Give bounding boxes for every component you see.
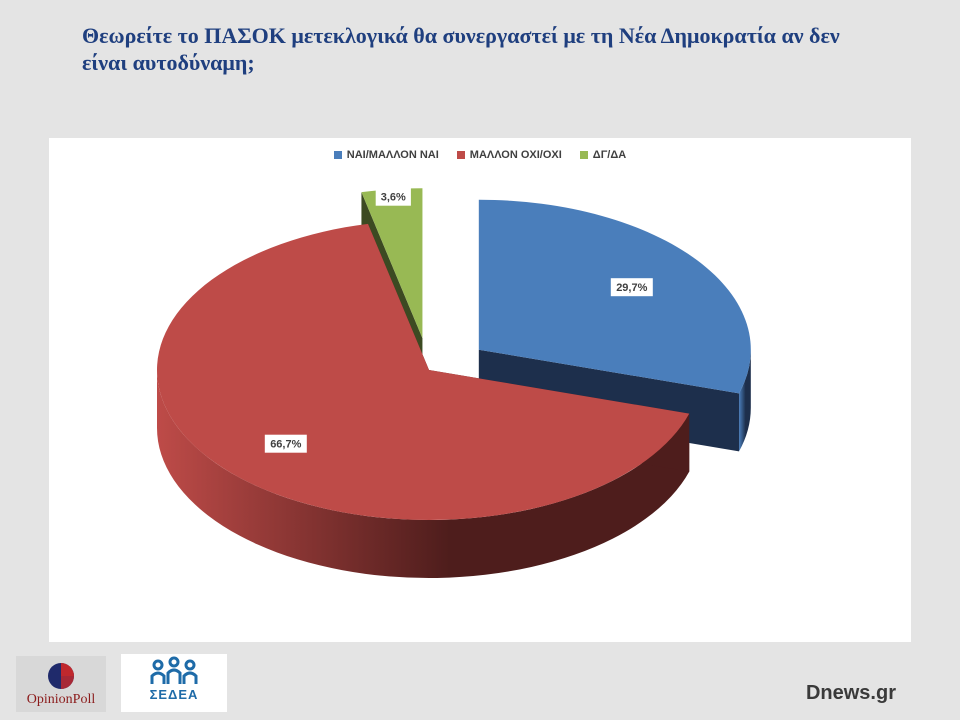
data-label-text-no: 66,7% xyxy=(270,439,301,451)
pie-chart-svg: 29,7% 66,7% 3,6% xyxy=(157,187,751,579)
legend-label-no: ΜΑΛΛΟΝ ΟΧΙ/ΟΧΙ xyxy=(469,149,562,161)
legend-item-dk: ΔΓ/ΔΑ xyxy=(579,149,627,161)
legend-swatch-dk xyxy=(579,151,588,159)
data-label-dk: 3,6% xyxy=(375,187,411,206)
data-label-box-yes xyxy=(610,278,653,297)
data-label-text-yes: 29,7% xyxy=(616,282,647,294)
chart-question-title: Θεωρείτε το ΠΑΣΟΚ μετεκλογικά θα συνεργα… xyxy=(82,23,840,75)
data-label-box-dk xyxy=(375,187,411,206)
opinionpoll-logo: OpinionPoll xyxy=(16,656,106,712)
chart-legend: ΝΑΙ/ΜΑΛΛΟΝ ΝΑΙ ΜΑΛΛΟΝ ΟΧΙ/ΟΧΙ ΔΓ/ΔΑ xyxy=(49,149,911,161)
legend-label-yes: ΝΑΙ/ΜΑΛΛΟΝ ΝΑΙ xyxy=(346,149,439,161)
legend-swatch-yes xyxy=(333,151,342,159)
opinionpoll-logo-text: OpinionPoll xyxy=(26,692,96,707)
pie-chart-panel: ΝΑΙ/ΜΑΛΛΟΝ ΝΑΙ ΜΑΛΛΟΝ ΟΧΙ/ΟΧΙ ΔΓ/ΔΑ 29,7… xyxy=(49,138,911,642)
sedea-people-icon xyxy=(150,656,198,684)
pie-slice-side-no xyxy=(157,370,690,579)
source-label: Dnews.gr xyxy=(805,682,896,704)
pie-slice-yes xyxy=(478,199,751,394)
data-label-box-no xyxy=(264,434,307,453)
data-label-no: 66,7% xyxy=(264,434,307,453)
legend-swatch-no xyxy=(456,151,465,159)
pie-slice-side-yes xyxy=(739,349,751,452)
legend-label-dk: ΔΓ/ΔΑ xyxy=(592,149,627,161)
opinionpoll-circle-icon xyxy=(48,663,74,689)
data-label-text-dk: 3,6% xyxy=(381,192,406,204)
sedea-logo: ΣΕΔΕΑ xyxy=(121,654,227,712)
pie-slice-dk xyxy=(361,188,423,339)
pie-data-labels: 29,7% 66,7% 3,6% xyxy=(264,187,653,453)
sedea-logo-text: ΣΕΔΕΑ xyxy=(149,687,199,702)
legend-item-no: ΜΑΛΛΟΝ ΟΧΙ/ΟΧΙ xyxy=(456,149,562,161)
legend-item-yes: ΝΑΙ/ΜΑΛΛΟΝ ΝΑΙ xyxy=(333,149,439,161)
data-label-yes: 29,7% xyxy=(610,278,653,297)
